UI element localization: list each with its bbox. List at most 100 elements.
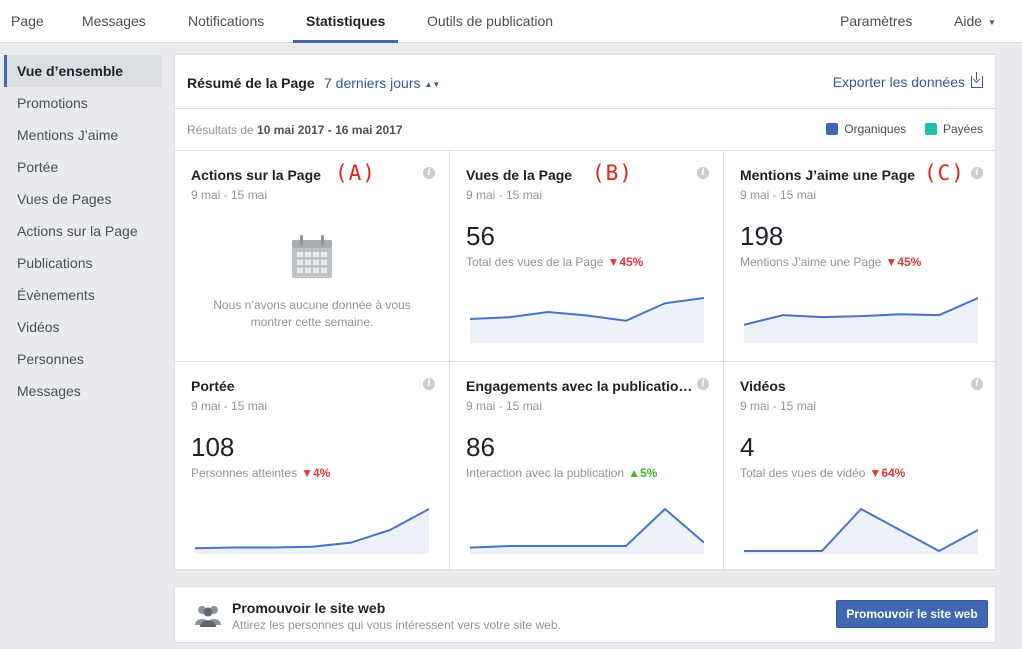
people-icon	[195, 606, 221, 627]
sidebar-item-mentions-jaime[interactable]: Mentions J’aime	[17, 127, 119, 143]
results-bar: Résultats de 10 mai 2017 - 16 mai 2017 O…	[175, 109, 995, 151]
chevron-down-icon: ▼	[988, 17, 996, 27]
metric-value: 198	[740, 221, 784, 251]
empty-state-text: Nous n’avons aucune donnée à vous montre…	[195, 297, 429, 331]
export-data-link[interactable]: Exporter les données	[832, 72, 983, 90]
metric-subtitle: Interaction avec la publication ▲5%	[466, 466, 657, 480]
tab-messages[interactable]: Messages	[82, 13, 146, 29]
change-value: 5%	[640, 466, 658, 480]
metric-subtitle: Mentions J’aime une Page ▼45%	[740, 255, 921, 269]
legend-label-organiques: Organiques	[844, 122, 907, 136]
card-portee[interactable]: Portée i 9 mai - 15 mai 108 Personnes at…	[175, 361, 449, 571]
triangle-down-icon: ▼	[301, 466, 313, 480]
empty-state-line-2: montrer cette semaine.	[250, 315, 374, 329]
annotation-marker-a: (A)	[335, 161, 376, 185]
metric-label: Mentions J’aime une Page	[740, 255, 882, 269]
legend-label-payees: Payées	[942, 122, 983, 136]
annotation-marker-b: (B)	[592, 161, 633, 185]
change-indicator: ▼45%	[885, 255, 921, 269]
metric-value: 86	[466, 432, 495, 462]
metric-label: Interaction avec la publication	[466, 466, 625, 480]
info-icon[interactable]: i	[423, 167, 435, 179]
info-icon[interactable]: i	[697, 167, 709, 179]
card-title: Mentions J’aime une Page	[740, 167, 916, 183]
card-period: 9 mai - 15 mai	[191, 188, 268, 202]
tab-outils-de-publication[interactable]: Outils de publication	[427, 13, 554, 29]
results-range-text: Résultats de 10 mai 2017 - 16 mai 2017	[187, 123, 403, 137]
card-period: 9 mai - 15 mai	[191, 399, 268, 413]
tab-notifications[interactable]: Notifications	[188, 13, 265, 29]
sort-arrows-icon: ▲▼	[424, 80, 441, 89]
card-period: 9 mai - 15 mai	[740, 399, 817, 413]
sidebar-item-evenements[interactable]: Évènements	[17, 287, 95, 303]
card-engagements-publication[interactable]: Engagements avec la publicatio… i 9 mai …	[449, 361, 723, 571]
info-icon[interactable]: i	[971, 167, 983, 179]
change-value: 4%	[312, 466, 331, 480]
card-title: Vues de la Page	[466, 167, 573, 183]
card-mentions-jaime-une-page[interactable]: Mentions J’aime une Page (C) i 9 mai - 1…	[723, 151, 997, 361]
results-prefix: Résultats de	[187, 123, 254, 137]
sidebar-item-vue-ensemble[interactable]: Vue d’ensemble	[4, 55, 162, 87]
sidebar-item-personnes[interactable]: Personnes	[17, 351, 84, 367]
card-videos[interactable]: Vidéos i 9 mai - 15 mai 4 Total des vues…	[723, 361, 997, 571]
sidebar-item-videos[interactable]: Vidéos	[17, 319, 60, 335]
card-period: 9 mai - 15 mai	[466, 399, 543, 413]
sparkline-area	[195, 509, 429, 554]
card-vues-de-la-page[interactable]: Vues de la Page (B) i 9 mai - 15 mai 56 …	[449, 151, 723, 361]
metric-value: 4	[740, 432, 755, 462]
triangle-down-icon: ▼	[885, 255, 898, 269]
promote-website-button[interactable]: Promouvoir le site web	[836, 600, 988, 628]
promo-description: Attirez les personnes qui vous intéresse…	[232, 618, 561, 632]
metric-subtitle: Total des vues de vidéo ▼64%	[740, 466, 905, 480]
metric-subtitle: Personnes atteintes ▼4%	[191, 466, 330, 480]
metric-subtitle: Total des vues de la Page ▼45%	[466, 255, 643, 269]
export-icon	[971, 72, 983, 88]
sparkline-area	[744, 298, 978, 343]
results-range: 10 mai 2017 - 16 mai 2017	[257, 123, 403, 137]
sidebar-item-vues-de-pages[interactable]: Vues de Pages	[17, 191, 112, 207]
sidebar-item-portee[interactable]: Portée	[17, 159, 59, 175]
card-title: Engagements avec la publicatio…	[466, 378, 693, 394]
change-indicator: ▼45%	[607, 255, 643, 269]
calendar-icon	[292, 235, 332, 278]
change-value: 45%	[619, 255, 644, 269]
help-menu[interactable]: Aide ▼	[954, 0, 996, 43]
summary-header: Résumé de la Page 7 derniers jours ▲▼ Exp…	[175, 55, 995, 109]
triangle-down-icon: ▼	[869, 466, 882, 480]
legend-swatch-organiques	[826, 123, 839, 135]
sidebar: Vue d’ensemble Promotions Mentions J’aim…	[4, 55, 162, 407]
card-period: 9 mai - 15 mai	[740, 188, 817, 202]
metric-label: Total des vues de vidéo	[740, 466, 866, 480]
sparkline-area	[744, 509, 978, 554]
tab-page[interactable]: Page	[11, 13, 44, 29]
tab-parametres[interactable]: Paramètres	[840, 13, 913, 29]
sidebar-item-promotions[interactable]: Promotions	[17, 95, 88, 111]
promo-title: Promouvoir le site web	[232, 600, 386, 616]
change-value: 64%	[881, 466, 906, 480]
info-icon[interactable]: i	[423, 378, 435, 390]
card-actions-sur-la-page[interactable]: Actions sur la Page (A) i 9 mai - 15 mai…	[175, 151, 449, 361]
change-indicator: ▼64%	[869, 466, 905, 480]
sidebar-item-publications[interactable]: Publications	[17, 255, 93, 271]
date-range-selector[interactable]: 7 derniers jours ▲▼	[324, 75, 440, 91]
sparkline-chart	[744, 508, 978, 554]
annotation-marker-c: (C)	[924, 161, 965, 185]
tab-statistiques[interactable]: Statistiques	[292, 0, 399, 43]
change-indicator: ▼4%	[301, 466, 330, 480]
sidebar-item-messages[interactable]: Messages	[17, 383, 81, 399]
sparkline-chart	[195, 508, 429, 554]
legend: Organiques Payées	[826, 122, 983, 136]
sidebar-item-actions-sur-la-page[interactable]: Actions sur la Page	[17, 223, 138, 239]
triangle-up-icon: ▲	[628, 466, 640, 480]
empty-state-line-1: Nous n’avons aucune donnée à vous	[213, 298, 411, 312]
metric-value: 56	[466, 221, 495, 251]
promote-website-bar: Promouvoir le site web Attirez les perso…	[174, 586, 996, 643]
summary-title: Résumé de la Page	[187, 75, 315, 91]
info-icon[interactable]: i	[697, 378, 709, 390]
export-label: Exporter les données	[832, 74, 965, 90]
page-summary-panel: Résumé de la Page 7 derniers jours ▲▼ Exp…	[174, 54, 997, 571]
card-title: Portée	[191, 378, 235, 394]
sparkline-chart	[744, 297, 978, 343]
info-icon[interactable]: i	[971, 378, 983, 390]
triangle-down-icon: ▼	[607, 255, 620, 269]
